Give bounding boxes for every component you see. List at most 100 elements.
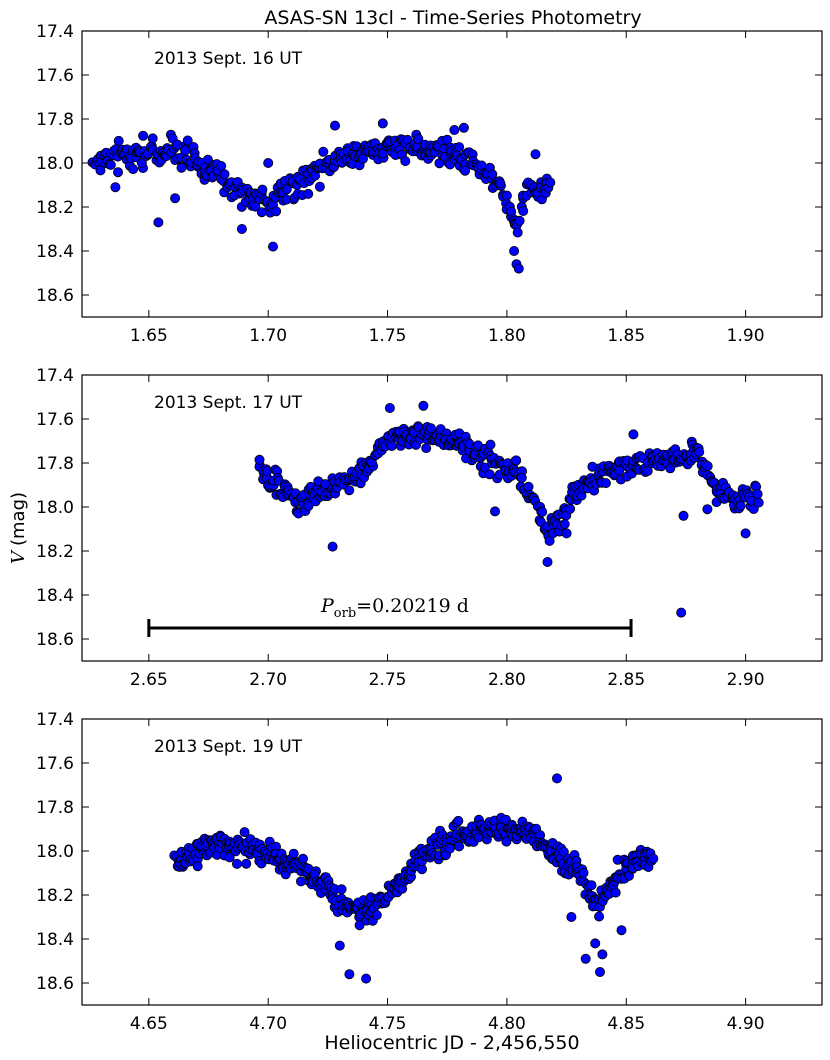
- y-tick-label: 17.6: [36, 66, 74, 86]
- data-point: [329, 120, 340, 131]
- y-tick-label: 17.8: [36, 454, 74, 474]
- plot-frame: [81, 374, 823, 662]
- data-point: [288, 848, 299, 859]
- data-point: [344, 485, 355, 496]
- y-tick-label: 18.2: [36, 542, 74, 562]
- x-tick-label: 1.90: [727, 326, 765, 346]
- y-tick-label: 18.4: [36, 586, 74, 606]
- data-point: [314, 181, 325, 192]
- y-tick-label: 17.4: [36, 22, 74, 42]
- data-point: [648, 853, 659, 864]
- data-point: [740, 528, 751, 539]
- data-point: [595, 967, 606, 978]
- data-point: [501, 836, 512, 847]
- data-point: [501, 190, 512, 201]
- data-point: [254, 454, 265, 465]
- data-point: [518, 205, 529, 216]
- data-point: [578, 867, 589, 878]
- data-point: [628, 429, 639, 440]
- data-point: [400, 156, 411, 167]
- data-point: [386, 440, 397, 451]
- data-point: [523, 481, 534, 492]
- y-tick-label: 18.6: [36, 630, 74, 650]
- panel-sept-17: 17.4 17.6 17.8 18.0 18.2 18.4 18.6 2.65 2.70 2.75…: [36, 366, 823, 690]
- data-point: [460, 165, 471, 176]
- data-point: [241, 858, 252, 869]
- data-point: [694, 446, 705, 457]
- y-tick-label: 18.4: [36, 930, 74, 950]
- data-point: [489, 506, 500, 517]
- data-point: [454, 841, 465, 852]
- data-point: [449, 125, 460, 136]
- data-point: [752, 488, 763, 499]
- data-point: [267, 241, 278, 252]
- data-point: [580, 953, 591, 964]
- y-tick-label: 17.4: [36, 366, 74, 386]
- data-point: [202, 154, 213, 165]
- x-tick-label: 1.75: [369, 326, 407, 346]
- y-axis-unit: (mag): [8, 492, 29, 546]
- data-point: [542, 557, 553, 568]
- data-point: [513, 263, 524, 274]
- data-point: [384, 402, 395, 413]
- data-point: [735, 500, 746, 511]
- data-point: [219, 169, 230, 180]
- figure-title: ASAS-SN 13cl - Time-Series Photometry: [264, 7, 641, 29]
- data-point: [586, 880, 597, 891]
- data-point: [511, 455, 522, 466]
- data-point: [327, 541, 338, 552]
- data-point: [509, 245, 520, 256]
- panel-sept-16: 17.4 17.6 17.8 18.0 18.2 18.4 18.6 1.65 1.70 1.75…: [36, 22, 823, 346]
- data-point: [753, 497, 764, 508]
- period-subscript: orb: [334, 606, 356, 621]
- date-annotation: 2013 Sept. 19 UT: [154, 737, 303, 757]
- x-axis-label: Heliocentric JD - 2,456,550: [324, 1032, 579, 1054]
- y-tick-label: 17.6: [36, 410, 74, 430]
- x-tick-label: 2.90: [727, 670, 765, 690]
- x-tick-label: 2.85: [607, 670, 645, 690]
- data-point: [537, 506, 548, 517]
- data-point: [236, 223, 247, 234]
- data-point: [271, 206, 282, 217]
- data-point: [281, 184, 292, 195]
- period-symbol: P: [320, 595, 335, 617]
- data-point: [590, 938, 601, 949]
- date-annotation: 2013 Sept. 17 UT: [154, 393, 303, 413]
- data-point: [610, 887, 621, 898]
- data-point: [361, 973, 372, 984]
- data-point: [303, 188, 314, 199]
- x-tick-label: 4.85: [607, 1014, 645, 1034]
- y-tick-label: 17.8: [36, 110, 74, 130]
- x-tick-label: 1.80: [488, 326, 526, 346]
- x-tick-label: 1.70: [249, 326, 287, 346]
- data-point: [512, 227, 523, 238]
- orbital-period-label: Porb=0.20219 d: [320, 595, 469, 621]
- data-point: [153, 217, 164, 228]
- data-point: [479, 462, 490, 473]
- x-tick-label: 4.70: [249, 1014, 287, 1034]
- date-annotation: 2013 Sept. 16 UT: [154, 49, 303, 69]
- data-point: [702, 461, 713, 472]
- data-point: [263, 157, 274, 168]
- data-point: [344, 969, 355, 980]
- data-point: [514, 215, 525, 226]
- data-point: [561, 528, 572, 539]
- y-tick-label: 18.4: [36, 242, 74, 262]
- y-tick-label: 18.2: [36, 198, 74, 218]
- data-point: [377, 118, 388, 129]
- data-point: [413, 133, 424, 144]
- y-tick-label: 18.6: [36, 286, 74, 306]
- x-tick-label: 4.65: [130, 1014, 168, 1034]
- data-point: [334, 940, 345, 951]
- data-point: [371, 910, 382, 921]
- data-point: [453, 815, 464, 826]
- data-point: [147, 133, 158, 144]
- data-point: [559, 519, 570, 530]
- orbital-period-bar: [147, 619, 633, 637]
- data-point: [216, 160, 227, 171]
- x-tick-label: 2.70: [249, 670, 287, 690]
- data-point: [128, 164, 139, 175]
- data-point: [336, 884, 347, 895]
- data-point: [262, 466, 273, 477]
- data-point: [545, 177, 556, 188]
